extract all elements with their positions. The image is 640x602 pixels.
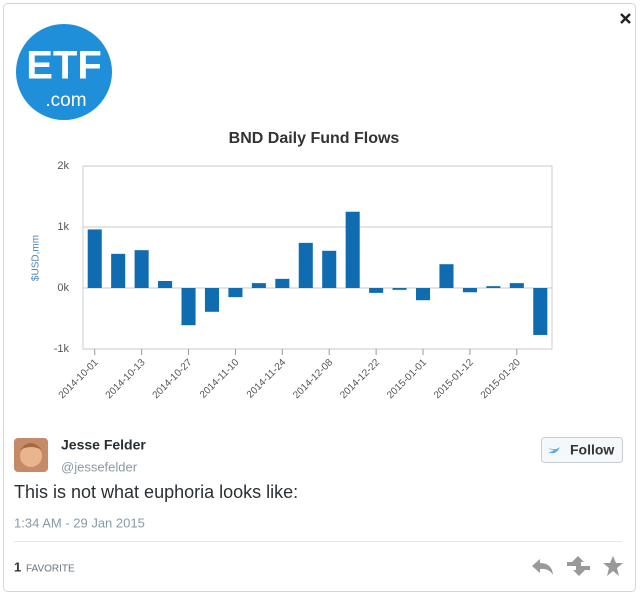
bar [134,250,149,288]
avatar-hair [20,443,42,450]
bar [369,288,384,293]
close-icon [620,13,631,24]
close-button[interactable] [620,13,631,24]
logo-circle [16,24,112,120]
bird-icon [548,447,560,454]
bar [415,288,431,301]
avatar[interactable] [14,438,48,472]
y-tick-label: -1k [54,343,70,355]
bar [158,280,173,288]
bar [533,288,548,335]
bar [322,250,337,288]
avatar-face [20,445,42,467]
bar [204,288,220,312]
favorite-icon[interactable] [603,556,623,576]
bar [345,211,360,288]
author-name[interactable]: Jesse Felder [61,437,146,453]
y-tick-label: 0k [57,282,69,294]
favorites-count: 1 [14,559,21,574]
bar [87,229,102,288]
bar [251,283,266,288]
bar [392,288,407,290]
y-tick-label: 2k [57,160,69,172]
bar [462,288,477,293]
bar [275,278,290,288]
bar [111,253,126,288]
logo-sub: .com [45,90,86,111]
bar [439,264,454,288]
logo-main: ETF [26,44,102,88]
follow-button[interactable]: Follow [541,437,623,463]
chart-title: BND Daily Fund Flows [229,130,400,147]
timestamp[interactable]: 1:34 AM - 29 Jan 2015 [14,515,145,530]
bar [509,283,524,288]
retweet-icon[interactable] [567,556,590,576]
follow-label: Follow [570,442,614,458]
y-axis-label: $USD,mm [31,235,42,281]
bar [181,288,196,326]
reply-icon[interactable] [532,559,553,575]
bar [298,242,313,288]
bar [228,288,243,298]
y-tick-label: 1k [57,221,69,233]
card-border [3,3,636,592]
author-handle[interactable]: @jessefelder [61,459,138,474]
bar [486,286,501,288]
follow-bg [541,437,623,463]
favorites-label: FAVORITE [26,564,75,575]
tweet-text: This is not what euphoria looks like: [14,482,298,502]
